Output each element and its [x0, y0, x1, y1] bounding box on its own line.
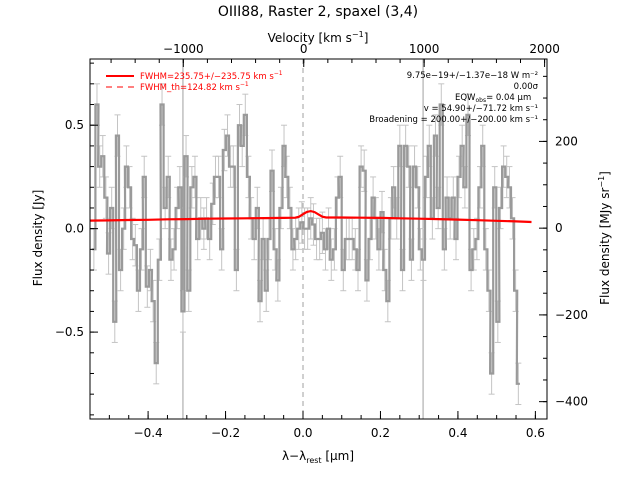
- top-tick-label: 2000: [529, 42, 560, 56]
- spectrum-series: [92, 103, 520, 385]
- annotation-eqw: EQWobs= 0.04 μm: [455, 93, 531, 104]
- top-tick-label: 0: [300, 42, 308, 56]
- model-line: [89, 209, 532, 224]
- x-tick-label: 0.0: [293, 426, 312, 440]
- top-axis-label: Velocity [km s−1]: [268, 30, 369, 45]
- top-tick-label: −1000: [163, 42, 204, 56]
- x-tick-label: −0.4: [134, 426, 163, 440]
- y2-tick-label: 200: [555, 134, 578, 148]
- axis-ticks: −0.4 −0.2 0.0 0.2 0.4 0.6 −0.5 0.0 0.5 −400 −200 0 2…: [55, 42, 588, 440]
- plot-frame: [89, 58, 548, 420]
- y2-axis-label: Flux density [MJy sr−1]: [597, 171, 612, 305]
- y-tick-label: 0.0: [65, 222, 84, 236]
- reference-lines: [182, 59, 424, 419]
- annotation-sigma: 0.00σ: [514, 82, 539, 92]
- y-axis-label: Flux density [Jy]: [31, 190, 45, 287]
- legend-label-fwhm: FWHM=235.75+/−235.75 km s−1: [140, 70, 283, 82]
- spectrum-line: [92, 103, 520, 385]
- x-tick-label: 0.4: [448, 426, 467, 440]
- x-tick-label: 0.2: [371, 426, 390, 440]
- legend-label-fwhm-th: FWHM_th=124.82 km s−1: [140, 81, 249, 93]
- annotation-broadening: Broadening = 200.00+/−200.00 km s⁻¹: [369, 115, 538, 125]
- x-tick-label: −0.2: [211, 426, 240, 440]
- model-series: [89, 209, 532, 224]
- fit-annotations: 9.75e−19+/−1.37e−18 W m⁻² 0.00σ EQWobs= …: [369, 71, 538, 125]
- chart-title: OIII88, Raster 2, spaxel (3,4): [218, 4, 418, 20]
- y2-tick-label: −200: [555, 308, 588, 322]
- top-tick-label: 1000: [409, 42, 440, 56]
- y-tick-label: 0.5: [65, 118, 84, 132]
- y-tick-label: −0.5: [55, 325, 84, 339]
- annotation-flux: 9.75e−19+/−1.37e−18 W m⁻²: [407, 71, 538, 81]
- x-axis-label: λ−λrest [μm]: [282, 449, 354, 465]
- y2-tick-label: 0: [555, 221, 563, 235]
- x-tick-label: 0.6: [526, 426, 545, 440]
- annotation-velocity: v = 54.90+/−71.72 km s⁻¹: [424, 104, 538, 114]
- y2-tick-label: −400: [555, 395, 588, 409]
- legend: FWHM=235.75+/−235.75 km s−1 FWHM_th=124.…: [106, 70, 283, 93]
